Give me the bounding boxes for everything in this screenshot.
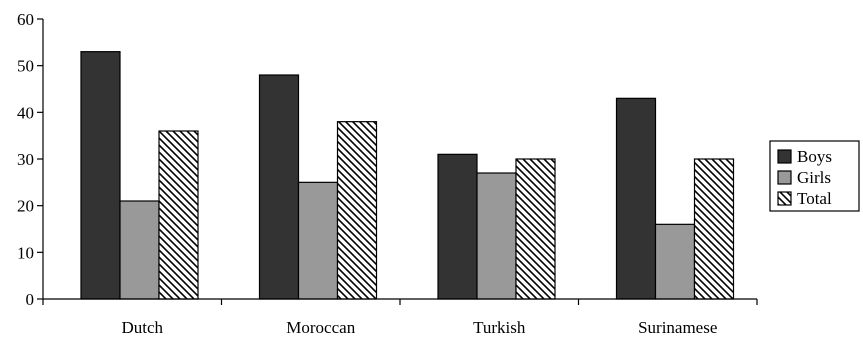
bar-girls-moroccan [297,181,339,300]
bar-girls-dutch [119,200,160,300]
bar-boys-moroccan [258,74,300,300]
bar-total-moroccan [336,121,378,300]
bar-boys-turkish [437,153,478,300]
bar-total-surinamese [693,158,735,300]
legend-swatch-girls [777,170,792,185]
y-tick-label: 60 [17,10,34,29]
bar-boys-dutch [80,51,121,300]
bar-girls-turkish [476,172,517,300]
legend-swatch-total [777,191,792,206]
y-tick-label: 30 [17,150,34,169]
legend-label-girls: Girls [797,168,831,187]
bar-girls-surinamese [654,223,696,300]
legend-swatch-boys [777,149,792,164]
legend-label-boys: Boys [797,147,832,166]
y-tick-label: 0 [26,290,35,309]
x-tick-label: Turkish [473,318,526,337]
y-tick-label: 40 [17,103,34,122]
x-tick-label: Surinamese [638,318,717,337]
bar-total-dutch [158,130,199,300]
x-tick-label: Dutch [121,318,163,337]
legend-label-total: Total [797,189,832,208]
y-tick-label: 20 [17,197,34,216]
y-tick-label: 10 [17,243,34,262]
x-tick-label: Moroccan [286,318,355,337]
bar-boys-surinamese [615,97,657,300]
y-tick-label: 50 [17,57,34,76]
bar-total-turkish [515,158,556,300]
